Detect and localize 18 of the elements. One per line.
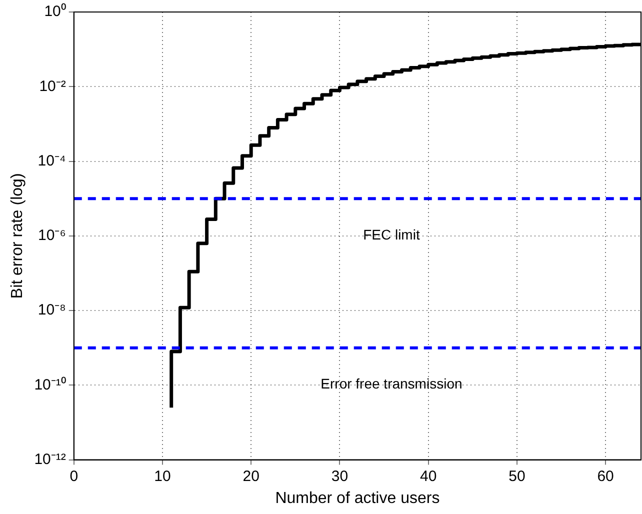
y-axis-title: Bit error rate (log) bbox=[9, 173, 26, 299]
x-axis-title: Number of active users bbox=[275, 490, 440, 507]
y-tick-label: 10⁻⁸ bbox=[38, 302, 66, 319]
ref-line-label: Error free transmission bbox=[320, 376, 462, 392]
x-tick-label: 60 bbox=[597, 468, 614, 485]
y-tick-label: 10⁻⁶ bbox=[38, 227, 66, 244]
y-tick-label: 10⁻¹² bbox=[34, 450, 66, 468]
x-tick-label: 40 bbox=[420, 468, 437, 485]
ref-line-label: FEC limit bbox=[363, 226, 420, 242]
x-tick-label: 0 bbox=[70, 468, 78, 485]
x-tick-label: 30 bbox=[331, 468, 348, 485]
x-tick-label: 20 bbox=[242, 468, 260, 485]
y-tick-label: 10⁻⁴ bbox=[38, 152, 66, 170]
y-tick-label: 10⁻¹⁰ bbox=[34, 376, 66, 394]
y-tick-label: 10⁻² bbox=[39, 78, 66, 95]
x-tick-label: 10 bbox=[154, 468, 171, 485]
y-tick-label: 10⁰ bbox=[44, 3, 66, 20]
x-tick-label: 50 bbox=[508, 468, 526, 485]
